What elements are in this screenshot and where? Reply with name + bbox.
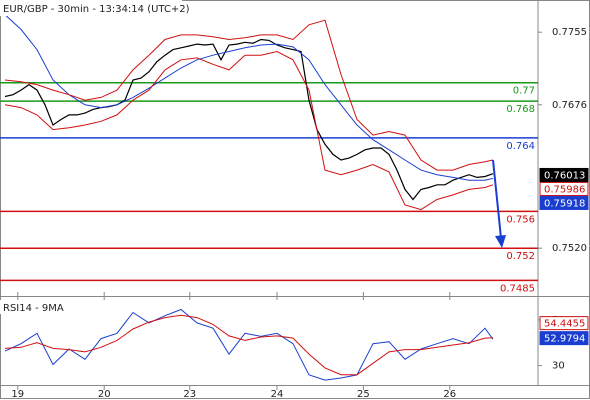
series-line bbox=[4, 308, 494, 381]
level-label: 0.752 bbox=[506, 251, 535, 262]
x-tick-label: 20 bbox=[98, 389, 111, 400]
chart-title: EUR/GBP - 30min - 13:34:14 (UTC+2) bbox=[3, 4, 190, 15]
price-marker bbox=[539, 331, 589, 346]
series-line bbox=[4, 19, 494, 171]
price-marker bbox=[539, 316, 589, 331]
y-tick-label: 0.7676 bbox=[552, 100, 587, 111]
forecast-arrowhead bbox=[495, 235, 506, 248]
series-line bbox=[4, 38, 494, 201]
level-label: 0.756 bbox=[506, 214, 535, 225]
y-tick-label: 30 bbox=[552, 361, 565, 372]
price-marker bbox=[539, 195, 589, 210]
x-tick-label: 26 bbox=[443, 389, 456, 400]
x-tick-label: 23 bbox=[183, 389, 196, 400]
rsi-title: RSI14 - 9MA bbox=[3, 303, 64, 314]
rsi-title-bg bbox=[0, 300, 68, 314]
y-tick-label: 0.7520 bbox=[552, 243, 587, 254]
series-line bbox=[4, 14, 494, 181]
level-label: 0.77 bbox=[513, 86, 535, 97]
x-tick-label: 24 bbox=[271, 389, 284, 400]
price-marker-label: 54.4455 bbox=[544, 319, 585, 330]
forecast-arrow bbox=[492, 159, 502, 239]
price-marker bbox=[539, 181, 589, 196]
price-marker-label: 0.75918 bbox=[544, 198, 585, 209]
price-marker-label: 0.75986 bbox=[544, 184, 585, 195]
level-label: 0.764 bbox=[506, 141, 535, 152]
x-tick-label: 25 bbox=[357, 389, 370, 400]
y-tick-label: 0.7755 bbox=[552, 27, 587, 38]
title-bg bbox=[0, 0, 182, 16]
x-tick-label: 19 bbox=[11, 389, 24, 400]
price-marker-label: 52.9794 bbox=[544, 334, 585, 345]
level-label: 0.7485 bbox=[500, 283, 535, 294]
series-line bbox=[4, 50, 494, 211]
plot: 0.77 0.768 0.764 0.756 0.752 0.7485 0.7755 0.76… bbox=[0, 14, 589, 400]
price-marker-label: 0.76013 bbox=[544, 170, 585, 181]
price-marker bbox=[539, 167, 589, 182]
level-label: 0.768 bbox=[506, 104, 535, 115]
series-line bbox=[4, 314, 494, 376]
